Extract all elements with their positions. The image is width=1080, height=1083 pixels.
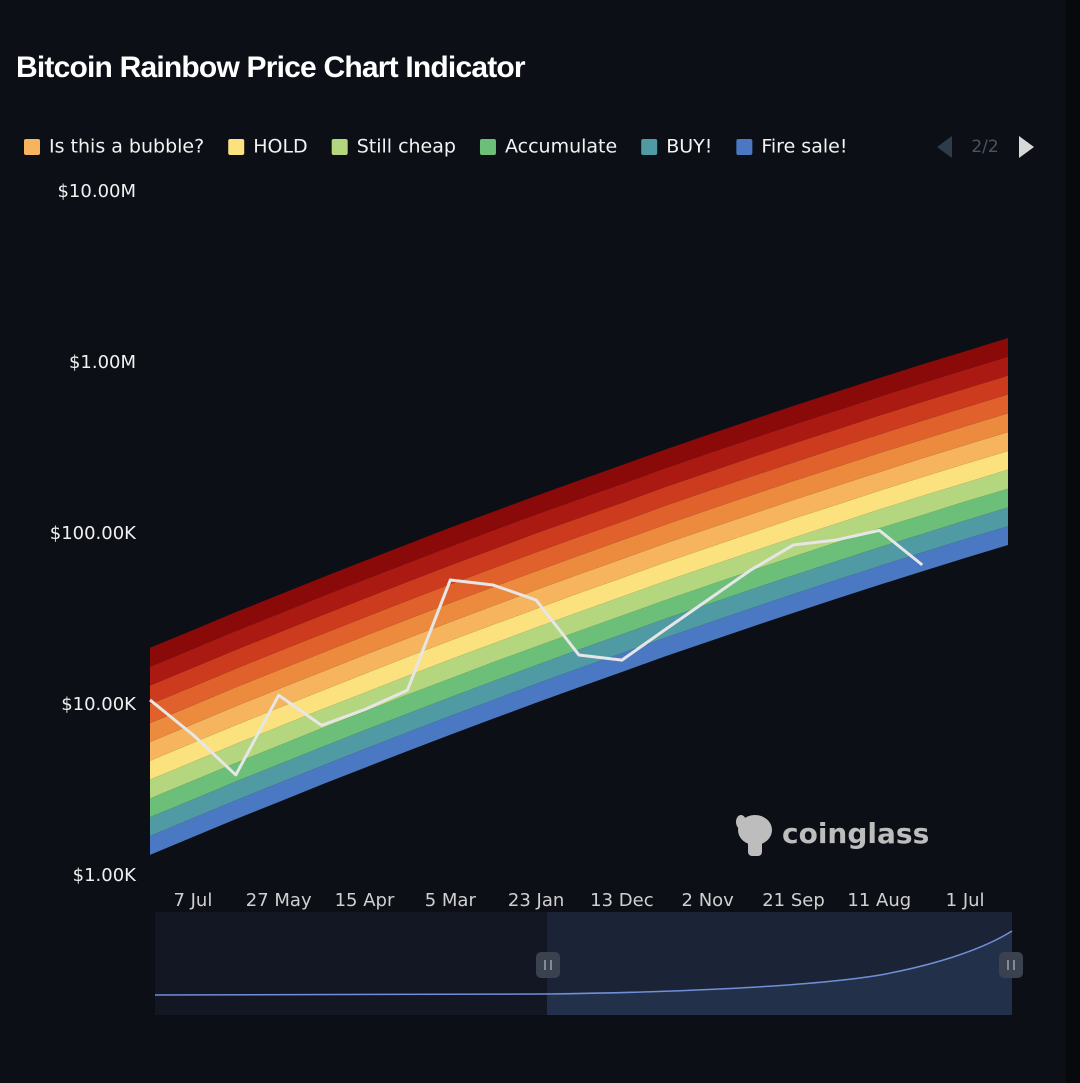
legend-swatch (331, 139, 348, 155)
pager-text: 2/2 (971, 137, 998, 157)
slider-handle-grip (1007, 960, 1015, 970)
x-tick-label: 2 Nov (682, 890, 735, 911)
x-tick-label: 5 Mar (425, 890, 477, 911)
x-tick-label: 7 Jul (173, 890, 212, 911)
legend-swatch (736, 139, 753, 155)
watermark: coinglass (736, 815, 929, 856)
x-tick-label: 27 May (246, 890, 312, 911)
slider-line (154, 930, 1013, 996)
price-line (149, 528, 924, 777)
rainbow-band (150, 450, 1008, 780)
legend-label: BUY! (666, 136, 712, 158)
legend-label: Still cheap (357, 136, 456, 158)
y-tick-label: $1.00K (73, 865, 138, 886)
slider-handle[interactable] (999, 952, 1023, 978)
pager-prev[interactable] (937, 136, 952, 158)
rainbow-band (150, 338, 1008, 667)
legend-label: HOLD (253, 136, 307, 158)
edge (1066, 0, 1080, 1083)
x-tick-label: 1 Jul (946, 890, 985, 911)
rainbow-band (150, 375, 1008, 705)
x-tick-label: 11 Aug (847, 890, 911, 911)
slider-handle[interactable] (536, 952, 560, 978)
legend-swatch (479, 139, 496, 155)
x-tick-label: 15 Apr (335, 890, 395, 911)
legend-swatch (641, 139, 658, 155)
rainbow-band (150, 488, 1008, 818)
chart-title: Bitcoin Rainbow Price Chart Indicator (16, 51, 526, 84)
rainbow-band (150, 413, 1008, 742)
watermark-text: coinglass (782, 817, 929, 850)
legend-label: Accumulate (505, 136, 617, 158)
y-tick-label: $100.00K (50, 523, 137, 544)
rainbow-band (150, 507, 1008, 837)
plot: $1.00K $10.00K $100.00K $1.00M $10.00M 7 Jul 2… (50, 181, 1008, 911)
legend-label: Is this a bubble? (49, 136, 204, 158)
rainbow-band (150, 526, 1008, 855)
x-tick-label: 21 Sep (762, 890, 825, 911)
pager-next[interactable] (1019, 136, 1034, 158)
watermark-icon (748, 840, 762, 856)
slider-area (155, 931, 1012, 1015)
rainbow-band (150, 394, 1008, 724)
legend-swatch (228, 139, 245, 155)
x-tick-label: 23 Jan (508, 890, 564, 911)
x-tick-label: 13 Dec (590, 890, 653, 911)
rainbow-band (150, 356, 1008, 686)
y-tick-label: $10.00M (57, 181, 136, 202)
legend-label: Fire sale! (761, 136, 847, 158)
rainbow-band (150, 469, 1008, 799)
slider-handle-grip (544, 960, 552, 970)
watermark-icon (736, 815, 746, 829)
legend-swatch (24, 139, 40, 155)
zoom-slider (154, 912, 1023, 1015)
legend: Is this a bubble? HOLD Still cheap Accumula… (24, 136, 847, 158)
y-tick-label: $10.00K (61, 694, 137, 715)
y-tick-label: $1.00M (69, 352, 136, 373)
rainbow-band (150, 432, 1008, 761)
watermark-icon (738, 815, 772, 845)
